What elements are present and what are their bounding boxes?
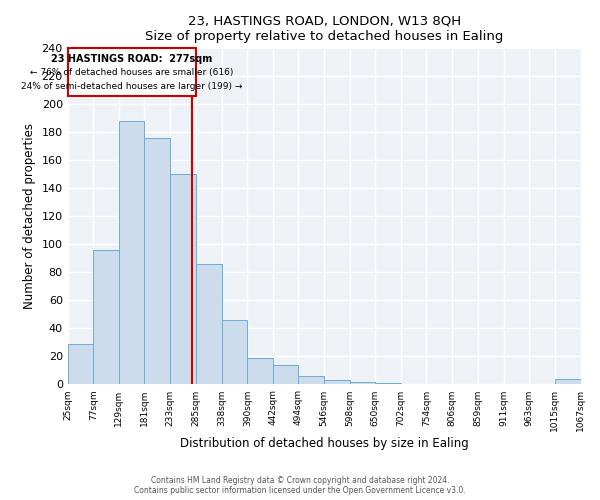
Bar (68, 344, 93, 385)
FancyBboxPatch shape (68, 48, 196, 96)
Text: ← 76% of detached houses are smaller (616): ← 76% of detached houses are smaller (61… (30, 68, 233, 76)
Bar (119, 121, 145, 384)
Text: 23 HASTINGS ROAD:  277sqm: 23 HASTINGS ROAD: 277sqm (51, 54, 212, 64)
Bar (324, 380, 350, 384)
Bar (170, 174, 196, 384)
Bar (273, 365, 298, 384)
Bar (555, 379, 581, 384)
Bar (222, 320, 247, 384)
Text: Contains HM Land Registry data © Crown copyright and database right 2024.
Contai: Contains HM Land Registry data © Crown c… (134, 476, 466, 495)
Bar (298, 376, 324, 384)
Y-axis label: Number of detached properties: Number of detached properties (23, 124, 36, 310)
X-axis label: Distribution of detached houses by size in Ealing: Distribution of detached houses by size … (180, 437, 469, 450)
Title: 23, HASTINGS ROAD, LONDON, W13 8QH
Size of property relative to detached houses : 23, HASTINGS ROAD, LONDON, W13 8QH Size … (145, 15, 503, 43)
Bar (350, 382, 375, 384)
Bar (375, 383, 401, 384)
Bar (145, 138, 170, 384)
Text: 24% of semi-detached houses are larger (199) →: 24% of semi-detached houses are larger (… (21, 82, 242, 90)
Bar (196, 264, 222, 384)
Bar (93, 250, 119, 384)
Bar (247, 358, 273, 384)
